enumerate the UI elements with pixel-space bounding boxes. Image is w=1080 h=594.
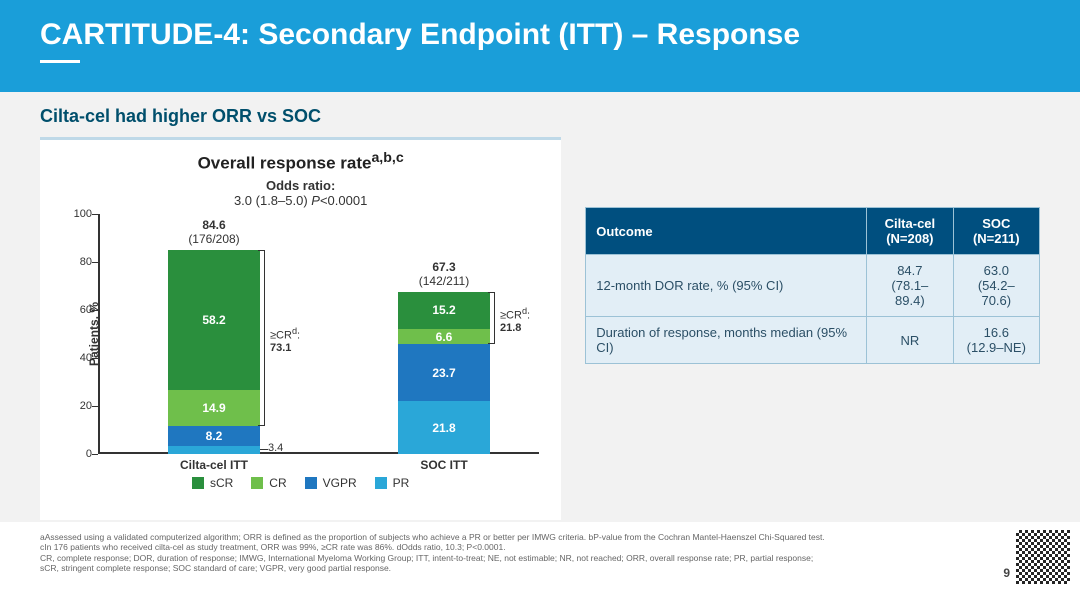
bar-cap: 84.6(176/208) bbox=[159, 218, 269, 246]
bar-seg-PR bbox=[168, 446, 260, 454]
table-header-cell: SOC(N=211) bbox=[953, 208, 1039, 255]
legend-item-CR: CR bbox=[251, 476, 286, 490]
legend: sCR CR VGPR PR bbox=[54, 476, 547, 490]
chart-title: Overall response ratea,b,c bbox=[54, 150, 547, 174]
external-seg-line bbox=[260, 449, 268, 450]
y-tick bbox=[92, 358, 98, 360]
table-row: Duration of response, months median (95%… bbox=[586, 317, 1040, 364]
y-tick-label: 40 bbox=[66, 352, 92, 364]
bar-seg-label: 23.7 bbox=[398, 366, 490, 380]
table-cell: Duration of response, months median (95%… bbox=[586, 317, 867, 364]
y-tick-label: 0 bbox=[66, 448, 92, 460]
chart-title-sup: a,b,c bbox=[371, 150, 403, 166]
odds-ratio-label: Odds ratio: bbox=[54, 178, 547, 193]
odds-ratio-value: 3.0 (1.8–5.0) P<0.0001 bbox=[54, 193, 547, 208]
cr-annotation: ≥CRd:21.8 bbox=[500, 306, 530, 334]
table-body: 12-month DOR rate, % (95% CI)84.7(78.1–8… bbox=[586, 255, 1040, 364]
bar-plot: Patients, % 0204060801008.214.958.284.6(… bbox=[98, 214, 539, 454]
y-tick-label: 20 bbox=[66, 400, 92, 412]
table-cell: 16.6(12.9–NE) bbox=[953, 317, 1039, 364]
cr-bracket bbox=[494, 292, 495, 344]
slide-body: Cilta-cel had higher ORR vs SOC Overall … bbox=[0, 92, 1080, 522]
chart-title-text: Overall response rate bbox=[198, 154, 372, 173]
y-tick bbox=[92, 262, 98, 264]
footnote-line: cIn 176 patients who received cilta-cel … bbox=[40, 542, 990, 553]
legend-swatch bbox=[375, 477, 387, 489]
legend-label: CR bbox=[269, 476, 286, 490]
table-cell: 63.0(54.2–70.6) bbox=[953, 255, 1039, 317]
header: CARTITUDE-4: Secondary Endpoint (ITT) – … bbox=[0, 0, 1080, 92]
legend-item-sCR: sCR bbox=[192, 476, 233, 490]
bar-seg-label: 15.2 bbox=[398, 303, 490, 317]
category-label: SOC ITT bbox=[364, 458, 524, 472]
footnote-line: sCR, stringent complete response; SOC st… bbox=[40, 563, 990, 574]
title-underline bbox=[40, 60, 80, 63]
y-tick bbox=[92, 310, 98, 312]
legend-label: PR bbox=[393, 476, 410, 490]
category-label: Cilta-cel ITT bbox=[134, 458, 294, 472]
table-header-row: OutcomeCilta-cel(N=208)SOC(N=211) bbox=[586, 208, 1040, 255]
subtitle: Cilta-cel had higher ORR vs SOC bbox=[40, 106, 1040, 127]
content-row: Overall response ratea,b,c Odds ratio: 3… bbox=[40, 137, 1040, 520]
legend-label: VGPR bbox=[323, 476, 357, 490]
legend-swatch bbox=[251, 477, 263, 489]
table-panel: OutcomeCilta-cel(N=208)SOC(N=211) 12-mon… bbox=[585, 207, 1040, 520]
bar-seg-label: 6.6 bbox=[398, 330, 490, 344]
bar-seg-label: 58.2 bbox=[168, 313, 260, 327]
y-tick-label: 100 bbox=[66, 208, 92, 220]
table-header-cell: Cilta-cel(N=208) bbox=[867, 208, 953, 255]
slide: CARTITUDE-4: Secondary Endpoint (ITT) – … bbox=[0, 0, 1080, 594]
footnote-line: aAssessed using a validated computerized… bbox=[40, 532, 990, 543]
bar-seg-label: 8.2 bbox=[168, 429, 260, 443]
bar-cap: 67.3(142/211) bbox=[389, 260, 499, 288]
slide-title: CARTITUDE-4: Secondary Endpoint (ITT) – … bbox=[40, 18, 1040, 52]
table-row: 12-month DOR rate, % (95% CI)84.7(78.1–8… bbox=[586, 255, 1040, 317]
bar-seg-label: 21.8 bbox=[398, 421, 490, 435]
y-tick bbox=[92, 454, 98, 456]
legend-label: sCR bbox=[210, 476, 233, 490]
y-axis bbox=[98, 214, 100, 454]
footnotes: aAssessed using a validated computerized… bbox=[40, 532, 990, 575]
chart-panel: Overall response ratea,b,c Odds ratio: 3… bbox=[40, 137, 561, 520]
page-number: 9 bbox=[1003, 566, 1010, 580]
bar-seg-label: 14.9 bbox=[168, 401, 260, 415]
legend-item-VGPR: VGPR bbox=[305, 476, 357, 490]
y-tick-label: 60 bbox=[66, 304, 92, 316]
outcome-table: OutcomeCilta-cel(N=208)SOC(N=211) 12-mon… bbox=[585, 207, 1040, 364]
table-cell: 84.7(78.1–89.4) bbox=[867, 255, 953, 317]
qr-code bbox=[1016, 530, 1070, 584]
footnote-line: CR, complete response; DOR, duration of … bbox=[40, 553, 990, 564]
legend-swatch bbox=[192, 477, 204, 489]
cr-bracket bbox=[264, 250, 265, 425]
table-cell: 12-month DOR rate, % (95% CI) bbox=[586, 255, 867, 317]
y-tick bbox=[92, 214, 98, 216]
legend-swatch bbox=[305, 477, 317, 489]
legend-item-PR: PR bbox=[375, 476, 410, 490]
table-header-cell: Outcome bbox=[586, 208, 867, 255]
table-cell: NR bbox=[867, 317, 953, 364]
y-tick bbox=[92, 406, 98, 408]
cr-annotation: ≥CRd:73.1 bbox=[270, 326, 300, 354]
y-tick-label: 80 bbox=[66, 256, 92, 268]
external-seg-label: 3.4 bbox=[268, 442, 283, 454]
